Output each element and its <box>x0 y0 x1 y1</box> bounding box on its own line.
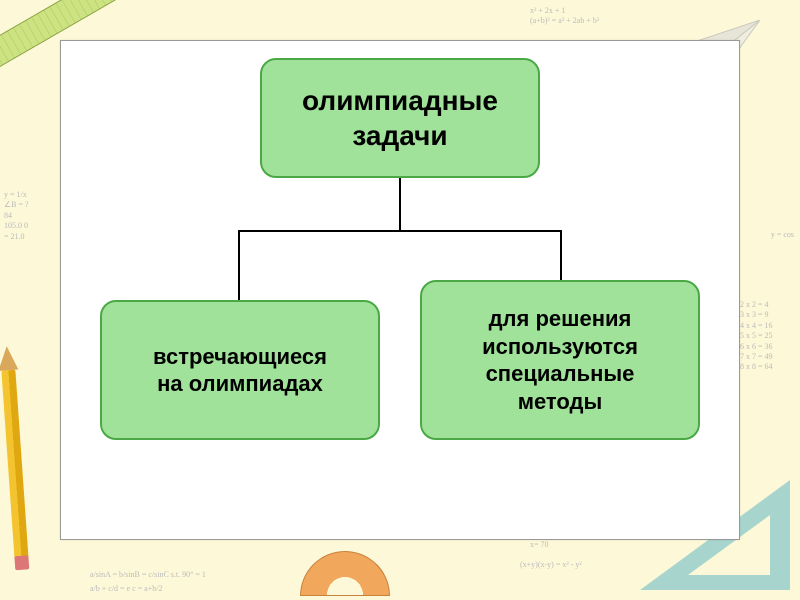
decor-diff-sq: (x+y)(x-y) = x² - y² <box>520 560 630 570</box>
node-right: для решения используются специальные мет… <box>420 280 700 440</box>
node-right-line1: для решения <box>482 305 638 333</box>
connector-stem <box>399 178 401 230</box>
connector-drop-left <box>238 230 240 300</box>
node-right-line3: специальные <box>482 360 638 388</box>
decor-times-table: 2 x 2 = 4 3 x 3 = 9 4 x 4 = 16 5 x 5 = 2… <box>740 300 796 373</box>
connector-cross <box>238 230 562 232</box>
node-right-line2: используются <box>482 333 638 361</box>
node-right-line4: методы <box>482 388 638 416</box>
node-root: олимпиадные задачи <box>260 58 540 178</box>
decor-formula-left: y = 1/x ∠B = ? 84 105.0 0 = 21.0 <box>4 190 59 242</box>
node-left-line2: на олимпиадах <box>153 370 327 398</box>
decor-sine-rule: a/sinA = b/sinB = c/sinC s.t. 90° = 1 <box>90 570 310 580</box>
node-root-line1: олимпиадные <box>302 83 498 118</box>
node-root-line2: задачи <box>302 118 498 153</box>
decor-cos: y = cos <box>771 230 794 240</box>
decor-frac: a/b + c/d = e c = a+b/2 <box>90 584 310 594</box>
node-left: встречающиеся на олимпиадах <box>100 300 380 440</box>
node-left-line1: встречающиеся <box>153 343 327 371</box>
connector-drop-right <box>560 230 562 280</box>
decor-formula-top: x² + 2x + 1 (a+b)² = a² + 2ab + b² <box>530 6 650 27</box>
